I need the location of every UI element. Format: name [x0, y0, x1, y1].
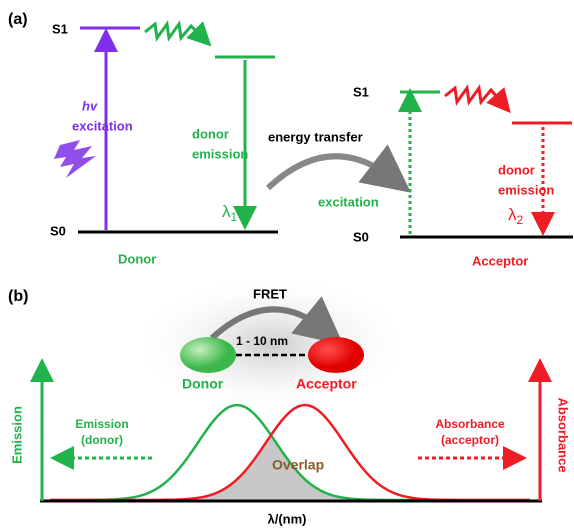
level-label: S1 — [353, 84, 369, 99]
relaxation-wave — [145, 24, 203, 38]
level-label: S1 — [52, 21, 68, 36]
donor-label: Donor — [182, 376, 224, 392]
lambda-sub: 1 — [231, 210, 238, 224]
emission-label: emission — [192, 146, 248, 161]
donor-label: Donor — [118, 251, 156, 266]
excitation-label: excitation — [72, 118, 133, 133]
emission-label: donor — [498, 162, 535, 177]
panel-label: (a) — [8, 11, 28, 28]
emission-note: Emission — [75, 417, 128, 431]
fret-diagram: (a) S1 S0 hv excitation donor emission λ… — [0, 0, 574, 529]
transfer-label: energy transfer — [268, 129, 363, 144]
excitation-label: excitation — [318, 194, 379, 209]
acceptor-label: Acceptor — [296, 376, 357, 392]
emission-note: (donor) — [81, 433, 123, 447]
lambda-sub: 2 — [517, 213, 524, 227]
absorbance-note: Absorbance — [435, 417, 505, 431]
acceptor-molecule — [308, 337, 364, 373]
absorbance-note: (acceptor) — [441, 433, 499, 447]
x-axis-label: λ/(nm) — [268, 511, 307, 526]
lightning-icon — [54, 140, 96, 178]
emission-label: emission — [498, 182, 554, 197]
y-left-label: Emission — [9, 406, 24, 464]
distance-label: 1 - 10 nm — [236, 334, 288, 348]
overlap-label: Overlap — [272, 457, 324, 473]
panel-label: (b) — [8, 288, 28, 305]
emission-label: donor — [192, 126, 229, 141]
hv-label: hv — [82, 98, 98, 113]
fret-label: FRET — [253, 286, 287, 301]
relaxation-wave — [445, 88, 503, 104]
acceptor-label: Acceptor — [472, 253, 528, 268]
level-label: S0 — [50, 223, 66, 238]
transfer-arrow — [268, 156, 392, 188]
level-label: S0 — [353, 229, 369, 244]
y-right-label: Absorbance — [556, 397, 571, 472]
lambda-label: λ1 — [222, 202, 238, 224]
lambda-label: λ2 — [508, 205, 524, 227]
donor-molecule — [180, 337, 236, 373]
